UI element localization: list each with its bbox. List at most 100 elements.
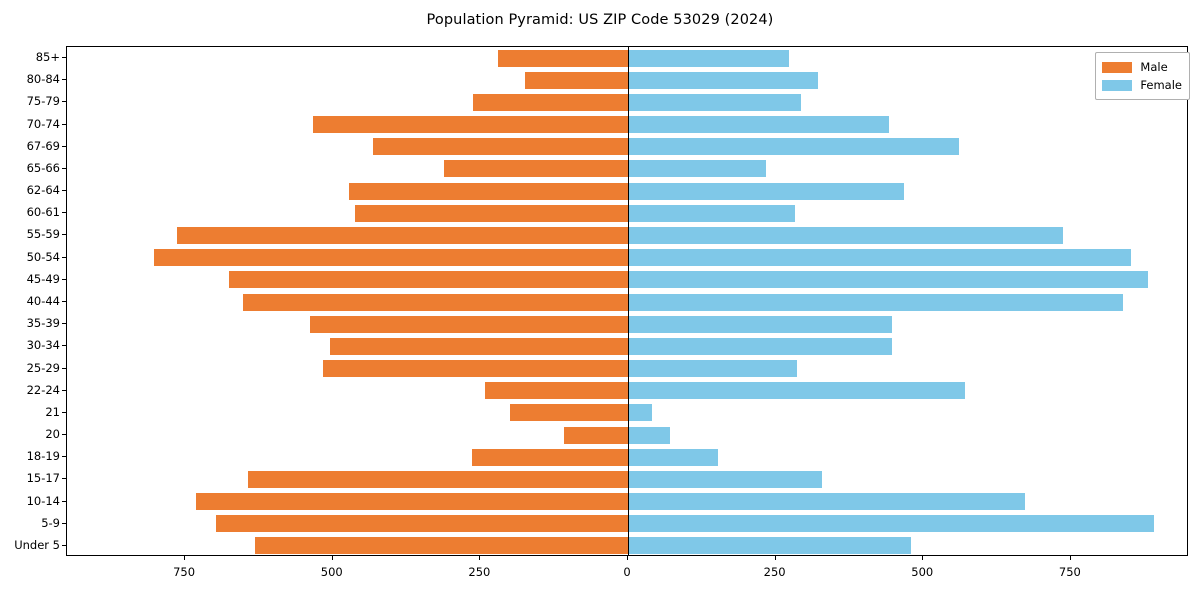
bar-female: [628, 537, 912, 555]
y-axis-tick-mark: [62, 79, 66, 81]
bar-female: [628, 293, 1123, 311]
bar-male: [195, 493, 628, 511]
y-axis-tick-mark: [62, 389, 66, 391]
y-axis-tick-mark: [62, 57, 66, 59]
bar-male: [215, 515, 628, 533]
bar-male: [254, 537, 628, 555]
y-axis-tick-mark: [62, 345, 66, 347]
bar-male: [177, 226, 628, 244]
y-axis-tick-label: 70-74: [26, 116, 60, 131]
y-axis-tick-label: 80-84: [26, 72, 60, 87]
bar-male: [229, 271, 628, 289]
y-axis-tick-label: 45-49: [26, 271, 60, 286]
bar-male: [444, 160, 628, 178]
bars-layer: [67, 47, 1187, 555]
legend-swatch-icon: [1102, 79, 1133, 91]
x-axis-tick-mark: [627, 556, 628, 560]
x-axis-tick-mark: [1069, 556, 1071, 560]
legend-label: Male: [1140, 60, 1168, 74]
bar-male: [484, 382, 628, 400]
y-axis-tick-mark: [62, 544, 66, 546]
bar-female: [628, 71, 818, 89]
y-axis-tick-label: 30-34: [26, 338, 60, 353]
y-axis-tick-mark: [62, 123, 66, 125]
y-axis-tick-label: 67-69: [26, 138, 60, 153]
x-axis-labels: 750 500 250 0 250 500 750: [0, 556, 1200, 596]
bar-female: [628, 204, 796, 222]
y-axis-tick-mark: [62, 522, 66, 524]
x-axis-tick-label: 500: [911, 565, 934, 579]
bar-female: [628, 226, 1064, 244]
y-axis-tick-mark: [62, 500, 66, 502]
x-axis-tick-label: 250: [468, 565, 491, 579]
y-axis-tick-label: 55-59: [26, 227, 60, 242]
y-axis-tick-mark: [62, 278, 66, 280]
chart-legend: Male Female: [1095, 52, 1190, 100]
bar-male: [323, 360, 628, 378]
y-axis-tick-label: 21: [45, 404, 60, 419]
y-axis-tick-mark: [62, 145, 66, 147]
bar-female: [628, 337, 892, 355]
y-axis-tick-mark: [62, 234, 66, 236]
plot-area: [66, 46, 1188, 556]
y-axis-tick-label: 65-66: [26, 160, 60, 175]
x-axis-tick-mark: [479, 556, 481, 560]
bar-male: [498, 49, 628, 67]
y-axis-tick-label: Under 5: [14, 537, 60, 552]
bar-female: [628, 470, 822, 488]
bar-female: [628, 515, 1154, 533]
y-axis-tick-mark: [62, 212, 66, 214]
bar-female: [628, 271, 1149, 289]
zero-axis-line: [628, 47, 629, 555]
x-axis-tick-mark: [184, 556, 186, 560]
y-axis-tick-mark: [62, 367, 66, 369]
bar-male: [355, 204, 628, 222]
x-axis-tick-label: 750: [1058, 565, 1081, 579]
y-axis-tick-label: 20: [45, 427, 60, 442]
bar-male: [471, 448, 628, 466]
bar-male: [564, 426, 628, 444]
bar-male: [525, 71, 628, 89]
x-axis-tick-label: 500: [320, 565, 343, 579]
y-axis-tick-label: 15-17: [26, 471, 60, 486]
bar-male: [247, 470, 628, 488]
y-axis-tick-label: 85+: [35, 50, 60, 65]
bar-female: [628, 49, 790, 67]
bar-female: [628, 404, 652, 422]
bar-female: [628, 382, 966, 400]
x-axis-tick-label: 0: [623, 565, 631, 579]
bar-female: [628, 116, 889, 134]
y-axis-tick-label: 75-79: [26, 94, 60, 109]
y-axis-tick-mark: [62, 301, 66, 302]
bar-female: [628, 493, 1025, 511]
y-axis-tick-mark: [62, 434, 66, 436]
y-axis-tick-label: 22-24: [26, 382, 60, 397]
bar-female: [628, 138, 959, 156]
bar-male: [242, 293, 628, 311]
y-axis-tick-mark: [62, 323, 66, 325]
bar-female: [628, 93, 802, 111]
y-axis-tick-mark: [62, 101, 66, 103]
y-axis-tick-mark: [62, 190, 66, 192]
y-axis-tick-mark: [62, 456, 66, 458]
bar-male: [509, 404, 628, 422]
bar-male: [313, 116, 628, 134]
legend-entry[interactable]: Female: [1102, 76, 1182, 94]
bar-female: [628, 182, 904, 200]
legend-entry[interactable]: Male: [1102, 58, 1182, 76]
y-axis-tick-label: 18-19: [26, 449, 60, 464]
y-axis-tick-mark: [62, 411, 66, 413]
y-axis-labels: 85+ 80-84 75-79 70-74 67-69 65-66 62-64 60-61 55…: [0, 46, 60, 556]
y-axis-tick-mark: [62, 478, 66, 480]
bar-male: [329, 337, 628, 355]
y-axis-tick-label: 60-61: [26, 205, 60, 220]
y-axis-tick-label: 50-54: [26, 249, 60, 264]
x-axis-tick-mark: [331, 556, 333, 560]
x-axis-tick-mark: [922, 556, 924, 560]
bar-female: [628, 249, 1131, 267]
bar-female: [628, 160, 766, 178]
y-axis-tick-mark: [62, 256, 66, 258]
y-axis-tick-mark: [62, 167, 66, 169]
bar-female: [628, 360, 797, 378]
